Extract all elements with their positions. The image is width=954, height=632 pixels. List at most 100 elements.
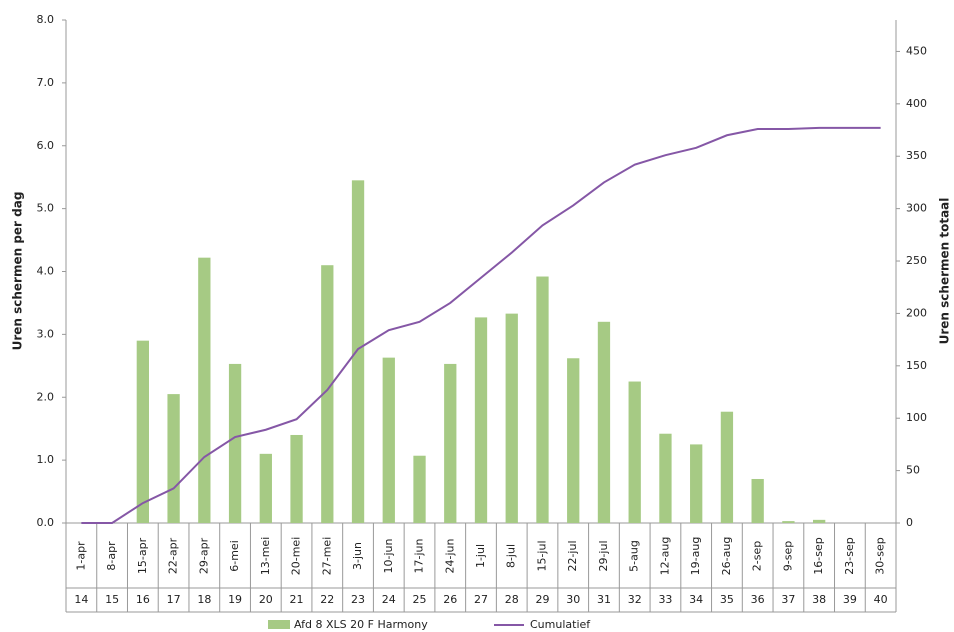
- y2-tick-label: 50: [906, 464, 920, 477]
- x-tick-label: 9-sep: [781, 541, 794, 571]
- line: [81, 126, 881, 524]
- week-label: 14: [74, 593, 88, 606]
- x-tick-label: 8-apr: [105, 541, 118, 571]
- bar: [751, 478, 764, 523]
- week-label: 32: [628, 593, 642, 606]
- x-tick-label: 15-jul: [535, 540, 548, 571]
- y2-tick-label: 200: [906, 306, 927, 319]
- x-tick-label: 23-sep: [843, 537, 856, 574]
- bar: [382, 357, 395, 523]
- x-tick-label: 17-jun: [413, 538, 426, 573]
- x-tick-label: 1-apr: [74, 541, 87, 571]
- x-tick-label: 24-jun: [443, 538, 456, 573]
- week-label: 23: [351, 593, 365, 606]
- week-label: 24: [382, 593, 396, 606]
- y-tick-label: 5.0: [37, 202, 55, 215]
- week-label: 20: [259, 593, 273, 606]
- x-tick-label: 26-aug: [720, 537, 733, 576]
- y-tick-label: 8.0: [37, 13, 55, 26]
- x-tick-label: 12-aug: [658, 537, 671, 576]
- week-label: 17: [167, 593, 181, 606]
- week-label: 37: [781, 593, 795, 606]
- bar: [167, 394, 180, 523]
- y2-tick-label: 450: [906, 44, 927, 57]
- x-tick-label: 20-mei: [290, 537, 303, 576]
- bar: [351, 180, 365, 524]
- week-label: 29: [535, 593, 549, 606]
- y2-axis-title: Uren schermen totaal: [938, 198, 952, 345]
- x-tick-label: 19-aug: [689, 537, 702, 576]
- bar: [597, 321, 611, 523]
- y-tick-label: 0.0: [37, 516, 55, 529]
- week-label: 33: [658, 593, 672, 606]
- x-tick-label: 30-sep: [874, 537, 887, 574]
- bar: [413, 455, 426, 523]
- week-label: 34: [689, 593, 703, 606]
- week-label: 28: [505, 593, 519, 606]
- y2-tick-label: 0: [906, 516, 913, 529]
- bar: [505, 313, 518, 523]
- bar: [567, 358, 580, 523]
- week-label: 36: [751, 593, 765, 606]
- y2-tick-label: 350: [906, 149, 927, 162]
- x-tick-label: 10-jun: [382, 538, 395, 573]
- y-tick-label: 1.0: [37, 453, 55, 466]
- x-tick-label: 6-mei: [228, 540, 241, 572]
- week-label: 30: [566, 593, 580, 606]
- bar: [290, 434, 303, 523]
- bar: [536, 276, 549, 523]
- y-tick-label: 6.0: [37, 139, 55, 152]
- week-label: 27: [474, 593, 488, 606]
- y-axis-title: Uren schermen per dag: [11, 192, 25, 351]
- x-tick-label: 22-apr: [167, 537, 180, 574]
- bar: [690, 444, 703, 523]
- week-label: 31: [597, 593, 611, 606]
- x-tick-label: 3-jun: [351, 542, 364, 570]
- y2-tick-label: 250: [906, 254, 927, 267]
- y2-tick-label: 150: [906, 359, 927, 372]
- x-tick-label: 8-jul: [505, 544, 518, 568]
- y-tick-label: 2.0: [37, 390, 55, 403]
- x-tick-label: 5-aug: [628, 540, 641, 572]
- week-label: 15: [105, 593, 119, 606]
- week-label: 26: [443, 593, 457, 606]
- legend-label: Afd 8 XLS 20 F Harmony: [294, 618, 428, 631]
- bar: [259, 453, 272, 523]
- bar: [782, 521, 795, 523]
- bar: [813, 519, 826, 523]
- y-tick-label: 4.0: [37, 265, 55, 278]
- bar: [659, 433, 672, 523]
- week-label: 25: [413, 593, 427, 606]
- bar: [136, 340, 149, 523]
- x-tick-label: 16-sep: [812, 537, 825, 574]
- legend-label: Cumulatief: [530, 618, 591, 631]
- week-label: 21: [290, 593, 304, 606]
- bar: [321, 265, 334, 523]
- y-tick-label: 7.0: [37, 76, 55, 89]
- legend-swatch: [268, 620, 290, 629]
- week-label: 39: [843, 593, 857, 606]
- week-label: 38: [812, 593, 826, 606]
- x-tick-label: 29-apr: [197, 537, 210, 574]
- bar: [228, 363, 242, 523]
- week-label: 40: [874, 593, 888, 606]
- bar: [628, 381, 641, 523]
- y2-tick-label: 400: [906, 97, 927, 110]
- x-tick-label: 2-sep: [751, 541, 764, 571]
- x-tick-label: 15-apr: [136, 537, 149, 574]
- week-label: 19: [228, 593, 242, 606]
- y2-tick-label: 100: [906, 411, 927, 424]
- x-tick-label: 29-jul: [597, 540, 610, 571]
- y2-tick-label: 300: [906, 202, 927, 215]
- bar: [474, 317, 488, 523]
- y-tick-label: 3.0: [37, 327, 55, 340]
- x-tick-label: 22-jul: [566, 540, 579, 571]
- bar: [720, 411, 734, 523]
- x-tick-label: 13-mei: [259, 537, 272, 576]
- week-label: 18: [197, 593, 211, 606]
- week-label: 16: [136, 593, 150, 606]
- week-label: 35: [720, 593, 734, 606]
- bar: [444, 363, 457, 523]
- bar: [198, 257, 211, 523]
